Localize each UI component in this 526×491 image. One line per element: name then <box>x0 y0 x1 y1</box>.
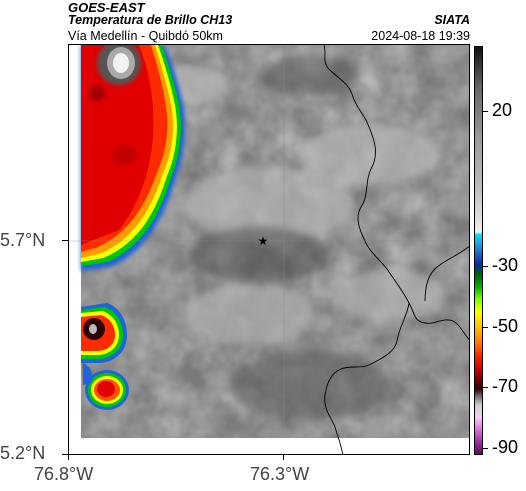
star-icon: ★ <box>258 234 269 248</box>
region-subtitle: Vía Medellín - Quibdó 50km <box>68 29 223 43</box>
y-tick <box>62 240 68 241</box>
colorbar-tick <box>483 387 488 388</box>
colorbar-tick <box>483 266 488 267</box>
colorbar-label: 20 <box>492 100 513 120</box>
y-axis-label: 5.2°N <box>0 443 46 463</box>
colorbar-label: -90 <box>492 437 519 457</box>
colorbar <box>474 46 483 455</box>
storm-cell-south <box>81 303 129 410</box>
map-gridlines <box>69 45 469 438</box>
organization-label: SIATA <box>434 13 470 27</box>
colorbar-tick <box>483 448 488 449</box>
colorbar-tick <box>483 327 488 328</box>
colorbar-tick <box>483 111 488 112</box>
satellite-image: ★ <box>69 45 469 454</box>
x-tick <box>68 455 69 460</box>
datetime-label: 2024-08-18 19:39 <box>371 29 470 43</box>
map-panel: ★ <box>68 44 470 455</box>
satellite-title: GOES-EAST <box>68 0 145 15</box>
x-axis-label: 76.8°W <box>34 464 94 484</box>
storm-cell-north <box>81 45 185 271</box>
colorbar-label: -30 <box>492 255 519 275</box>
colorbar-label: -50 <box>492 316 519 336</box>
y-tick <box>62 454 68 455</box>
x-tick <box>283 455 284 460</box>
product-title: Temperatura de Brillo CH13 <box>68 13 233 27</box>
department-borders <box>323 45 469 454</box>
x-axis-label: 76.3°W <box>250 464 310 484</box>
y-axis-label: 5.7°N <box>0 230 46 250</box>
colorbar-label: -70 <box>492 376 519 396</box>
